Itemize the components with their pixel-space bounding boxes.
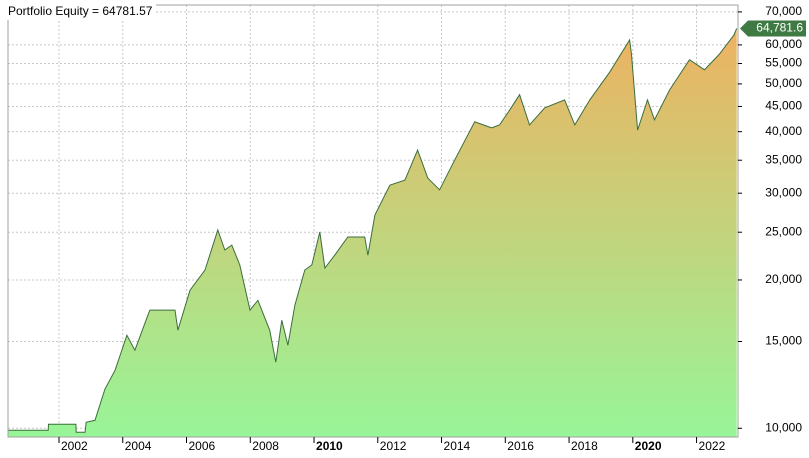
x-tick-label: 2002 <box>61 439 88 453</box>
y-tick-label: 15,000 <box>765 334 802 348</box>
x-tick-label: 2008 <box>252 439 279 453</box>
y-tick-label: 35,000 <box>765 152 802 166</box>
x-tick-label: 2004 <box>125 439 152 453</box>
chart-title: Portfolio Equity = 64781.57 <box>8 4 153 18</box>
x-tick-label: 2010 <box>316 439 343 453</box>
x-tick-label: 2020 <box>635 439 662 453</box>
y-tick-label: 40,000 <box>765 124 802 138</box>
y-tick-label: 30,000 <box>765 185 802 199</box>
y-tick-label: 45,000 <box>765 99 802 113</box>
y-tick-label: 50,000 <box>765 76 802 90</box>
x-tick-label: 2016 <box>507 439 534 453</box>
x-tick-label: 2014 <box>444 439 471 453</box>
y-tick-label: 70,000 <box>765 4 802 18</box>
x-tick-label: 2018 <box>571 439 598 453</box>
y-tick-label: 55,000 <box>765 56 802 70</box>
plot-frame <box>7 4 739 438</box>
last-value-tag <box>740 20 806 37</box>
series <box>8 28 738 437</box>
equity-line <box>8 28 738 433</box>
y-tick-label: 60,000 <box>765 37 802 51</box>
last-value-label: 64,781.6 <box>756 21 803 35</box>
title-bg <box>6 4 156 20</box>
equity-area <box>8 28 737 437</box>
x-tick-label: 2012 <box>380 439 407 453</box>
x-tick-label: 2006 <box>189 439 216 453</box>
y-tick-label: 25,000 <box>765 224 802 238</box>
y-tick-label: 10,000 <box>765 420 802 434</box>
y-tick-label: 20,000 <box>765 272 802 286</box>
axes: 10,000 15,000 20,000 25,000 30,000 35,000 40,0… <box>58 4 806 453</box>
x-tick-label: 2022 <box>699 439 726 453</box>
